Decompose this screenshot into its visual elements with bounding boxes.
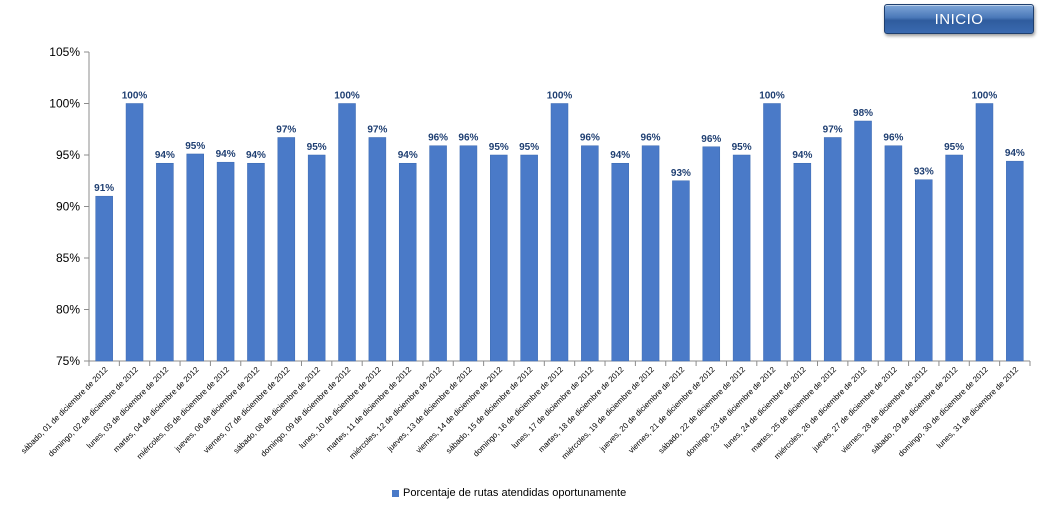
bar xyxy=(429,145,447,362)
data-label: 100% xyxy=(122,91,148,102)
data-label: 95% xyxy=(519,142,539,153)
data-label: 94% xyxy=(155,150,175,161)
data-label: 96% xyxy=(580,133,600,144)
y-tick-label: 100% xyxy=(49,97,80,111)
bar xyxy=(793,162,812,362)
data-label: 100% xyxy=(547,91,573,102)
data-label: 95% xyxy=(732,142,752,153)
data-label: 93% xyxy=(914,167,934,178)
data-label: 93% xyxy=(671,168,691,179)
data-label: 97% xyxy=(276,124,296,135)
bar xyxy=(490,154,508,362)
data-label: 94% xyxy=(610,150,630,161)
data-label: 94% xyxy=(1005,148,1025,159)
bar xyxy=(307,154,326,362)
data-label: 100% xyxy=(759,91,785,102)
bar xyxy=(1006,160,1024,362)
legend-swatch xyxy=(392,489,399,497)
data-label: 96% xyxy=(883,133,903,144)
y-tick-label: 90% xyxy=(56,200,80,214)
bar xyxy=(854,120,872,362)
bar xyxy=(368,137,387,362)
data-label: 95% xyxy=(307,142,327,153)
data-label: 95% xyxy=(185,141,205,152)
bar xyxy=(277,137,296,362)
data-label: 100% xyxy=(972,91,998,102)
bar xyxy=(945,154,963,362)
bar xyxy=(247,162,265,362)
data-label: 96% xyxy=(458,133,478,144)
data-label: 96% xyxy=(701,134,721,145)
bar xyxy=(95,195,113,362)
y-tick-label: 105% xyxy=(49,45,80,59)
data-label: 96% xyxy=(641,133,661,144)
bar xyxy=(611,162,629,362)
y-tick-label: 85% xyxy=(56,251,80,265)
y-tick-label: 95% xyxy=(56,148,80,162)
bar xyxy=(763,103,781,362)
data-label: 94% xyxy=(216,149,236,160)
data-label: 98% xyxy=(853,108,873,119)
bar xyxy=(702,146,721,362)
data-label: 97% xyxy=(367,124,387,135)
bar xyxy=(915,179,933,362)
bar xyxy=(641,145,660,362)
data-label: 91% xyxy=(94,183,114,194)
bar xyxy=(216,161,235,362)
bar xyxy=(156,162,174,362)
legend-label: Porcentaje de rutas atendidas oportuname… xyxy=(403,487,627,499)
inicio-button[interactable]: INICIO xyxy=(884,4,1034,34)
data-label: 94% xyxy=(246,150,266,161)
bar xyxy=(975,103,994,362)
y-tick-label: 75% xyxy=(56,354,80,368)
bar xyxy=(186,153,204,362)
chart-legend: Porcentaje de rutas atendidas oportuname… xyxy=(392,486,626,500)
data-label: 97% xyxy=(823,124,843,135)
bar xyxy=(884,145,903,362)
bar xyxy=(520,154,538,362)
data-label: 95% xyxy=(944,142,964,153)
data-label: 96% xyxy=(428,133,448,144)
bar xyxy=(581,145,599,362)
data-label: 100% xyxy=(334,91,360,102)
bar xyxy=(672,180,690,362)
data-label: 94% xyxy=(792,150,812,161)
y-tick-label: 80% xyxy=(56,303,80,317)
bar xyxy=(732,154,751,362)
bar xyxy=(823,137,842,362)
bar xyxy=(550,103,569,362)
bar xyxy=(125,103,144,362)
bar xyxy=(398,162,417,362)
bar xyxy=(459,145,478,362)
data-label: 95% xyxy=(489,142,509,153)
data-label: 94% xyxy=(398,150,418,161)
bar xyxy=(338,103,356,362)
